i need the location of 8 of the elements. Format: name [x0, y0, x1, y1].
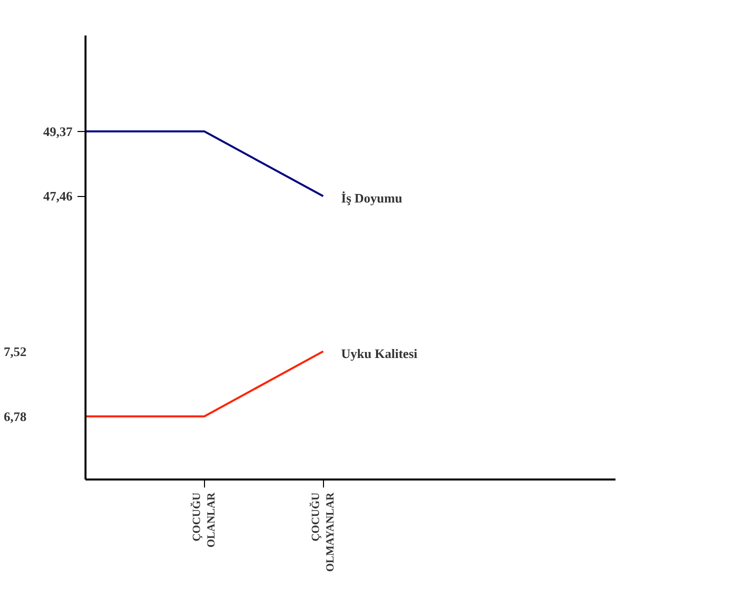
y2-tick-label: 7,52 — [4, 344, 26, 359]
series-label: İş Doyumu — [341, 190, 402, 206]
y-tick-label: 47,46 — [43, 188, 73, 204]
y-tick-label: 49,37 — [43, 124, 73, 139]
x-tick-label: ÇOCUĞU OLMAYANLAR — [308, 491, 336, 572]
x-tick-label: ÇOCUĞU OLANLAR — [190, 491, 218, 548]
y2-tick-label: 6,78 — [4, 408, 27, 424]
series-label: Uyku Kalitesi — [341, 346, 418, 361]
